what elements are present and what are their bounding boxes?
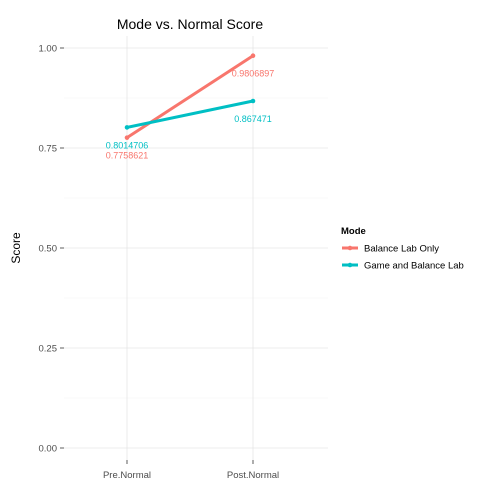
y-tick-label: 0.50 [39,244,58,255]
y-tick-label: 0.75 [39,144,58,155]
axis-ticks: 0.00 0.25 0.50 0.75 1.00 Pre.Normal Post.Norma… [39,44,280,482]
legend-label: Game and Balance Lab [364,261,464,272]
data-labels: 0.7758621 0.9806897 0.8014706 0.867471 [106,69,275,161]
data-label: 0.8014706 [106,140,149,150]
y-axis-title: Score [9,232,23,264]
legend-title: Mode [341,226,366,237]
data-label: 0.9806897 [232,69,275,79]
y-tick-label: 0.00 [39,444,58,455]
data-point [250,98,256,104]
legend: Mode Balance Lab Only Game and Balance La… [341,226,464,272]
legend-label: Balance Lab Only [364,244,439,255]
legend-key-point [347,262,353,268]
data-point [124,125,130,130]
x-tick-label: Post.Normal [227,470,279,481]
legend-key-point [347,245,353,251]
y-tick-label: 0.25 [39,344,58,355]
data-label: 0.7758621 [106,151,149,161]
x-tick-label: Pre.Normal [103,470,151,481]
y-tick-label: 1.00 [39,44,58,55]
chart-title: Mode vs. Normal Score [117,16,263,32]
grid [64,36,328,460]
data-label: 0.867471 [234,114,272,124]
series-line [125,99,255,129]
series-layer [124,53,256,140]
data-point [124,135,130,140]
data-point [250,53,256,59]
